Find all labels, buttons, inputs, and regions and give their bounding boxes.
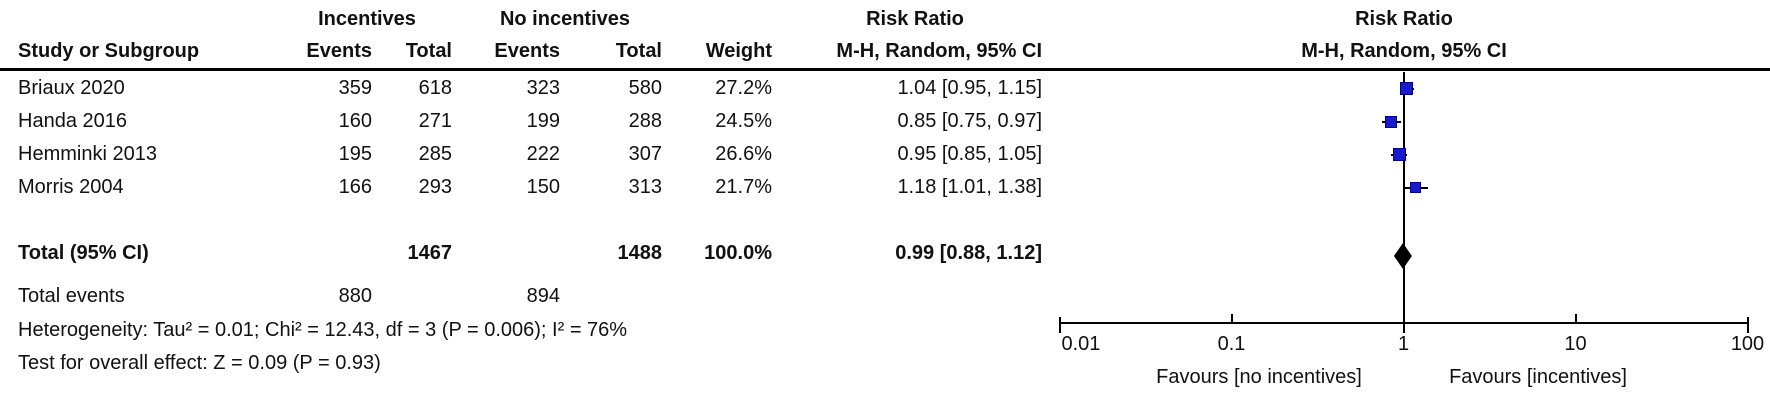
total-weight: 100.0% xyxy=(704,242,772,264)
total-events-incentives: 880 xyxy=(338,285,372,307)
group-header-incentives: Incentives xyxy=(318,8,416,30)
events-no-incentives: 150 xyxy=(526,176,560,198)
column-header-total-1: Total xyxy=(405,40,452,62)
total-row: Total (95% CI) 1467 1488 100.0% 0.99 [0.… xyxy=(0,237,1770,269)
x-axis-tick xyxy=(1574,314,1577,322)
total-events-label: Total events xyxy=(18,285,125,307)
study-marker xyxy=(1393,148,1407,161)
group-header-no-incentives: No incentives xyxy=(499,8,631,30)
total-incentives: 285 xyxy=(418,143,452,165)
events-no-incentives: 199 xyxy=(526,110,560,132)
study-marker xyxy=(1410,182,1422,193)
total-incentives: 293 xyxy=(418,176,452,198)
risk-ratio-ci-text: 1.04 [0.95, 1.15] xyxy=(897,77,1042,99)
table-row: Hemminki 2013 195 285 222 307 26.6% 0.95… xyxy=(0,138,1770,171)
total-events-row: Total events 880 894 xyxy=(0,281,1770,311)
study-marker xyxy=(1385,115,1398,128)
column-header-weight: Weight xyxy=(705,40,772,62)
total-risk-ratio-ci-text: 0.99 [0.88, 1.12] xyxy=(895,242,1042,264)
total-no-incentives-sum: 1488 xyxy=(617,242,663,264)
total-incentives: 271 xyxy=(418,110,452,132)
null-effect-line xyxy=(1402,72,1405,333)
x-axis-tick xyxy=(1230,314,1233,322)
total-incentives: 618 xyxy=(418,77,452,99)
events-incentives: 359 xyxy=(338,77,372,99)
plot-header-title: Risk Ratio xyxy=(1355,8,1453,30)
x-axis-tick xyxy=(1058,317,1061,333)
header-divider-line xyxy=(0,68,1770,71)
risk-ratio-ci-text: 0.95 [0.85, 1.05] xyxy=(897,143,1042,165)
study-marker xyxy=(1399,82,1413,95)
table-row: Briaux 2020 359 618 323 580 27.2% 1.04 [… xyxy=(0,72,1770,105)
weight-value: 27.2% xyxy=(715,77,772,99)
x-axis-line xyxy=(1059,322,1748,324)
x-axis-tick xyxy=(1746,317,1749,333)
plot-header-subtitle: M-H, Random, 95% CI xyxy=(1301,40,1507,62)
study-name: Hemminki 2013 xyxy=(18,143,157,165)
column-header-mh-ci: M-H, Random, 95% CI xyxy=(836,40,1042,62)
study-name: Briaux 2020 xyxy=(18,77,125,99)
column-header-events-2: Events xyxy=(494,40,560,62)
x-axis-tick-label: 100 xyxy=(1730,333,1765,355)
weight-value: 26.6% xyxy=(715,143,772,165)
x-axis-tick-label: 0.01 xyxy=(1061,333,1101,355)
table-row: Handa 2016 160 271 199 288 24.5% 0.85 [0… xyxy=(0,105,1770,138)
total-events-no-incentives: 894 xyxy=(526,285,560,307)
events-incentives: 195 xyxy=(338,143,372,165)
favours-left-label: Favours [no incentives] xyxy=(1156,366,1362,388)
column-header-total-2: Total xyxy=(615,40,662,62)
favours-right-label: Favours [incentives] xyxy=(1449,366,1627,388)
risk-ratio-ci-text: 1.18 [1.01, 1.38] xyxy=(897,176,1042,198)
study-name: Morris 2004 xyxy=(18,176,124,198)
header-row-columns: Study or Subgroup Events Total Events To… xyxy=(0,38,1770,64)
overall-effect-text: Test for overall effect: Z = 0.09 (P = 0… xyxy=(18,352,381,374)
total-no-incentives: 580 xyxy=(628,77,662,99)
heterogeneity-row: Heterogeneity: Tau² = 0.01; Chi² = 12.43… xyxy=(0,315,1770,345)
events-incentives: 166 xyxy=(338,176,372,198)
total-incentives-sum: 1467 xyxy=(407,242,453,264)
heterogeneity-text: Heterogeneity: Tau² = 0.01; Chi² = 12.43… xyxy=(18,319,628,341)
total-no-incentives: 307 xyxy=(628,143,662,165)
events-no-incentives: 323 xyxy=(526,77,560,99)
pooled-diamond xyxy=(1393,243,1412,269)
column-header-events-1: Events xyxy=(306,40,372,62)
events-incentives: 160 xyxy=(338,110,372,132)
total-label: Total (95% CI) xyxy=(18,242,149,264)
study-name: Handa 2016 xyxy=(18,110,127,132)
events-no-incentives: 222 xyxy=(526,143,560,165)
x-axis-tick-label: 1 xyxy=(1397,333,1410,355)
column-header-study: Study or Subgroup xyxy=(18,40,200,62)
table-row: Morris 2004 166 293 150 313 21.7% 1.18 [… xyxy=(0,171,1770,204)
weight-value: 21.7% xyxy=(715,176,772,198)
x-axis-tick-label: 10 xyxy=(1564,333,1587,355)
x-axis-tick-label: 0.1 xyxy=(1217,333,1246,355)
weight-value: 24.5% xyxy=(715,110,772,132)
overall-effect-row: Test for overall effect: Z = 0.09 (P = 0… xyxy=(0,348,1770,378)
header-row-groups: Incentives No incentives Risk Ratio Risk… xyxy=(0,6,1770,32)
column-group-risk-ratio: Risk Ratio xyxy=(866,8,964,30)
risk-ratio-ci-text: 0.85 [0.75, 0.97] xyxy=(897,110,1042,132)
total-no-incentives: 313 xyxy=(628,176,662,198)
total-no-incentives: 288 xyxy=(628,110,662,132)
